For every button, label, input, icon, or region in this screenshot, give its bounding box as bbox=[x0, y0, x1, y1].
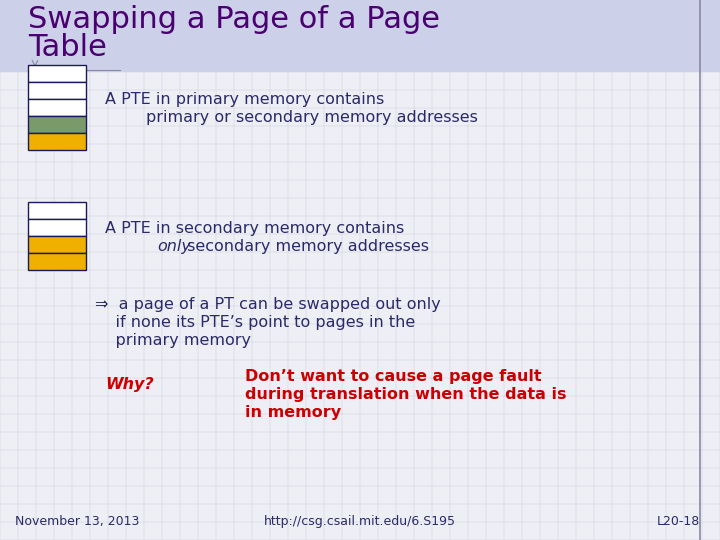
Bar bbox=[28, 219, 86, 236]
Text: primary memory: primary memory bbox=[95, 334, 251, 348]
Text: only: only bbox=[157, 239, 191, 253]
Bar bbox=[28, 99, 86, 116]
Bar bbox=[28, 253, 86, 270]
Text: http://csg.csail.mit.edu/6.S195: http://csg.csail.mit.edu/6.S195 bbox=[264, 515, 456, 528]
Text: A PTE in primary memory contains: A PTE in primary memory contains bbox=[105, 92, 384, 107]
Text: Don’t want to cause a page fault: Don’t want to cause a page fault bbox=[245, 369, 541, 384]
Text: Table: Table bbox=[28, 33, 107, 62]
Text: secondary memory addresses: secondary memory addresses bbox=[182, 239, 429, 253]
Text: Why?: Why? bbox=[105, 377, 153, 393]
Bar bbox=[28, 236, 86, 253]
Text: primary or secondary memory addresses: primary or secondary memory addresses bbox=[105, 110, 478, 125]
Text: November 13, 2013: November 13, 2013 bbox=[15, 515, 140, 528]
Bar bbox=[28, 202, 86, 219]
Bar bbox=[28, 82, 86, 99]
Text: in memory: in memory bbox=[245, 406, 341, 421]
Text: if none its PTE’s point to pages in the: if none its PTE’s point to pages in the bbox=[95, 315, 415, 330]
Bar bbox=[28, 116, 86, 133]
Bar bbox=[28, 133, 86, 150]
Text: Swapping a Page of a Page: Swapping a Page of a Page bbox=[28, 5, 440, 34]
Bar bbox=[0, 0, 720, 72]
Bar bbox=[28, 65, 86, 82]
Text: ⇒  a page of a PT can be swapped out only: ⇒ a page of a PT can be swapped out only bbox=[95, 298, 441, 313]
Text: during translation when the data is: during translation when the data is bbox=[245, 388, 567, 402]
Text: A PTE in secondary memory contains: A PTE in secondary memory contains bbox=[105, 220, 404, 235]
Text: L20-18: L20-18 bbox=[657, 515, 700, 528]
